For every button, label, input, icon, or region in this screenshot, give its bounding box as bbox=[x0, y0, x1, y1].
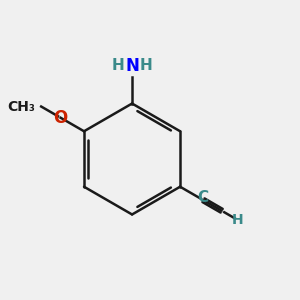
Text: H: H bbox=[231, 213, 243, 227]
Text: O: O bbox=[53, 109, 68, 127]
Text: CH₃: CH₃ bbox=[7, 100, 35, 113]
Text: H: H bbox=[140, 58, 153, 73]
Text: C: C bbox=[197, 190, 208, 205]
Text: H: H bbox=[111, 58, 124, 73]
Text: N: N bbox=[125, 57, 139, 75]
